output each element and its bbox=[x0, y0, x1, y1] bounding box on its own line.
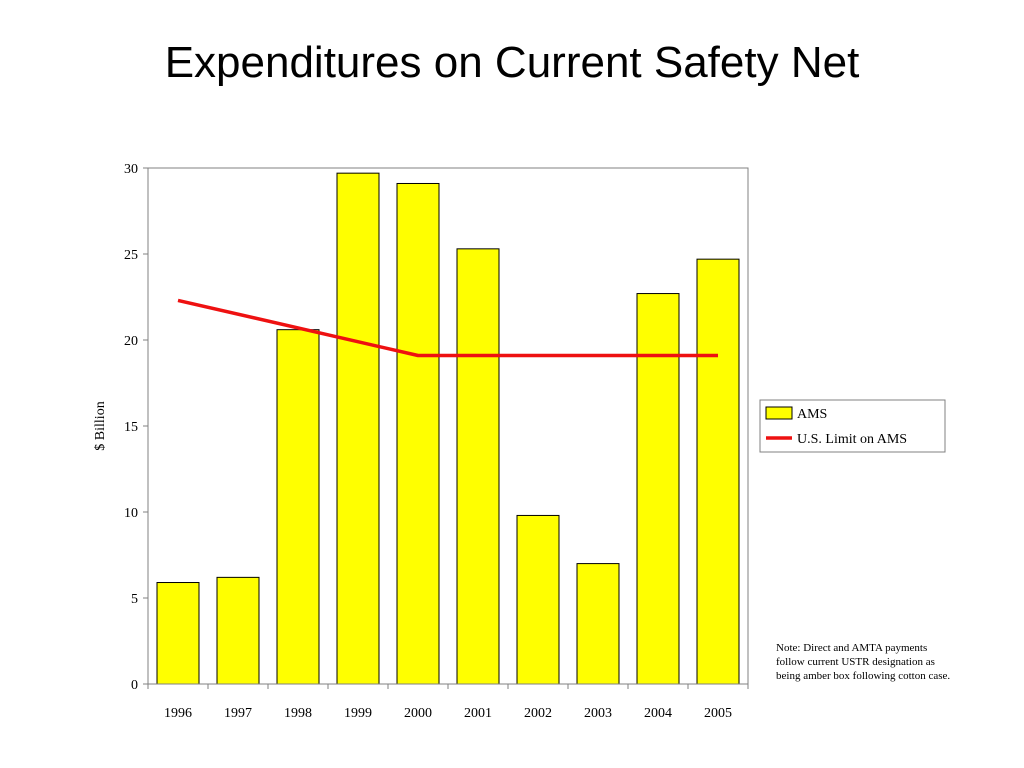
limit-line-group bbox=[177, 298, 718, 358]
y-tick-label: 15 bbox=[124, 420, 138, 435]
y-axis: 0 5 10 15 20 25 30 bbox=[124, 162, 149, 693]
y-tick-label: 25 bbox=[124, 248, 138, 263]
y-tick-label: 5 bbox=[131, 592, 138, 607]
x-axis: 1996 1997 1998 1999 2000 2001 2002 2003 2004 2005 bbox=[147, 683, 749, 721]
y-tick-label: 30 bbox=[124, 162, 138, 177]
x-tick-label: 2000 bbox=[404, 706, 432, 721]
bar-2001 bbox=[456, 248, 500, 685]
footnote: Note: Direct and AMTA payments follow cu… bbox=[776, 642, 951, 682]
x-tick-label: 2001 bbox=[464, 706, 492, 721]
bars-group bbox=[156, 172, 740, 685]
x-tick-label: 2003 bbox=[584, 706, 612, 721]
bar-2003 bbox=[576, 563, 620, 685]
y-tick-label: 10 bbox=[124, 506, 138, 521]
x-tick-label: 1998 bbox=[284, 706, 312, 721]
x-tick-label: 1997 bbox=[224, 706, 252, 721]
bar-1996 bbox=[156, 582, 200, 685]
bar-2000 bbox=[396, 182, 440, 685]
legend: AMS U.S. Limit on AMS bbox=[759, 399, 946, 453]
y-tick-label: 0 bbox=[131, 678, 138, 693]
bar-1998 bbox=[276, 329, 320, 685]
x-tick-label: 1996 bbox=[164, 706, 192, 721]
legend-swatch-ams bbox=[765, 406, 793, 420]
bar-2002 bbox=[516, 514, 560, 685]
legend-label-ams: AMS bbox=[797, 407, 827, 422]
x-tick-label: 2004 bbox=[644, 706, 672, 721]
bar-2005 bbox=[696, 258, 740, 685]
y-tick-label: 20 bbox=[124, 334, 138, 349]
x-tick-label: 2005 bbox=[704, 706, 732, 721]
bar-1997 bbox=[216, 576, 260, 685]
slide-title: Expenditures on Current Safety Net bbox=[164, 38, 860, 87]
x-tick-label: 1999 bbox=[344, 706, 372, 721]
y-axis-title: $ Billion bbox=[93, 401, 108, 450]
legend-label-limit: U.S. Limit on AMS bbox=[797, 432, 907, 447]
x-tick-label: 2002 bbox=[524, 706, 552, 721]
limit-line bbox=[177, 298, 718, 358]
bar-1999 bbox=[336, 172, 380, 685]
bar-2004 bbox=[636, 293, 680, 685]
